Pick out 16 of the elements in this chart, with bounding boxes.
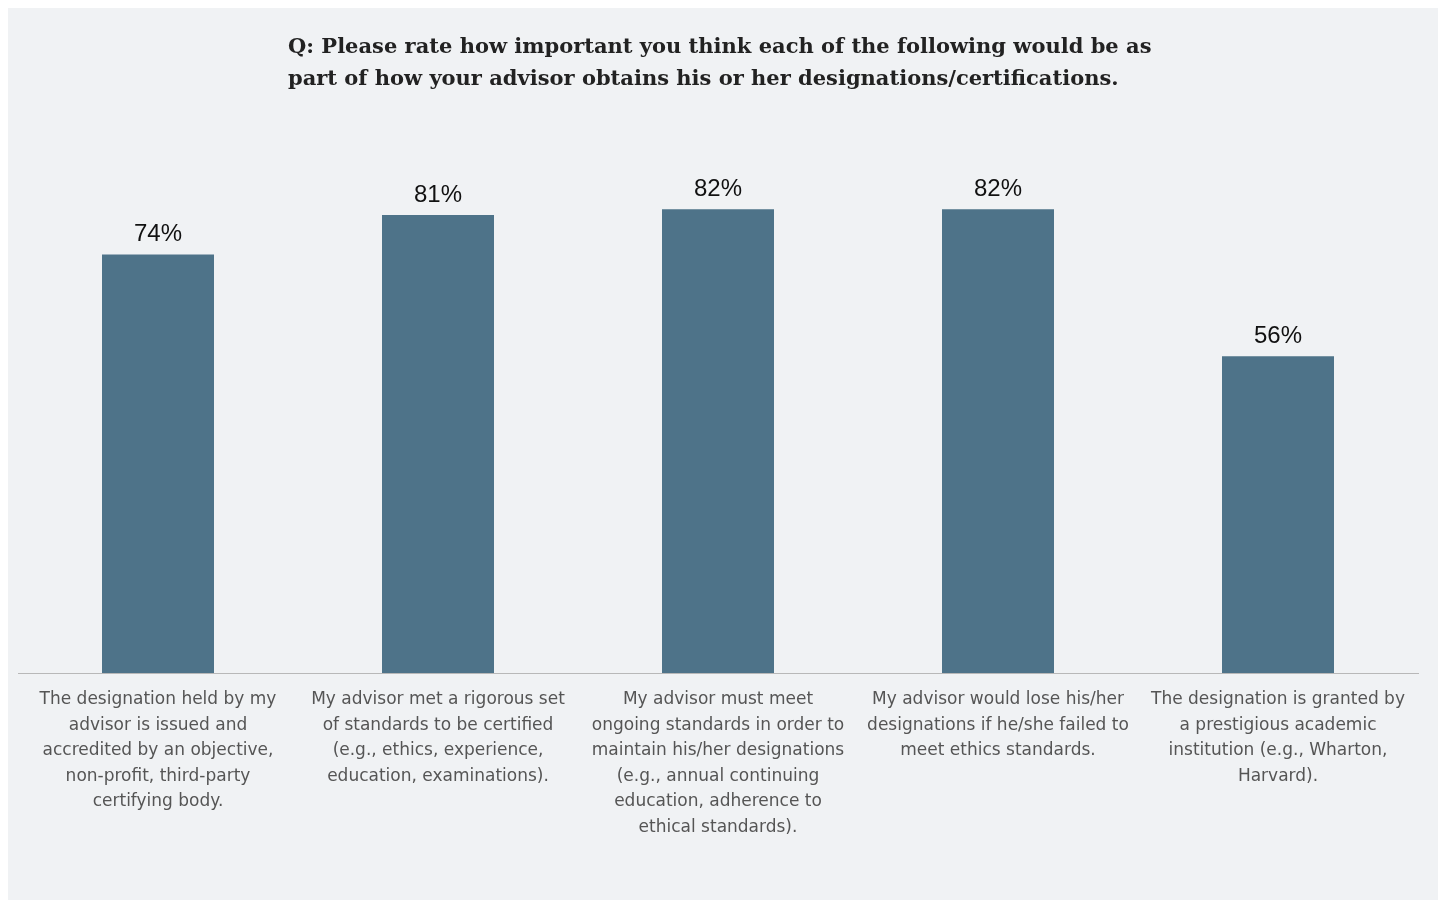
- data-label: 74%: [133, 219, 183, 247]
- bar: [102, 254, 214, 673]
- bar: [1222, 356, 1334, 673]
- x-tick-label: My advisor must meet ongoing standards in order to maintain his/her designations (e.g., annual continuing education, adherence to ethical standards).: [591, 688, 845, 836]
- x-tick-label: The designation held by my advisor is issued and accredited by an objective, non-profit, third-party certifying body.: [38, 688, 277, 811]
- bar: [662, 209, 774, 673]
- data-label: 82%: [973, 173, 1023, 201]
- data-label: 81%: [413, 179, 463, 207]
- x-tick-label: My advisor would lose his/her designations if he/she failed to meet ethics standards.: [867, 688, 1129, 760]
- data-label: 56%: [1253, 320, 1303, 348]
- x-tick-label: My advisor met a rigorous set of standards to be certified (e.g., ethics, experience, education, examinations).: [311, 688, 566, 785]
- bar: [382, 214, 494, 673]
- bar: [942, 209, 1054, 673]
- x-tick-label: The designation is granted by a prestigious academic institution (e.g., Wharton, Harvard).: [1150, 688, 1405, 785]
- chart-title: Q: Please rate how important you think each of the following would be as part of how your advisor obtains his or her designations/certifications.: [287, 32, 1153, 92]
- data-label: 82%: [693, 173, 743, 201]
